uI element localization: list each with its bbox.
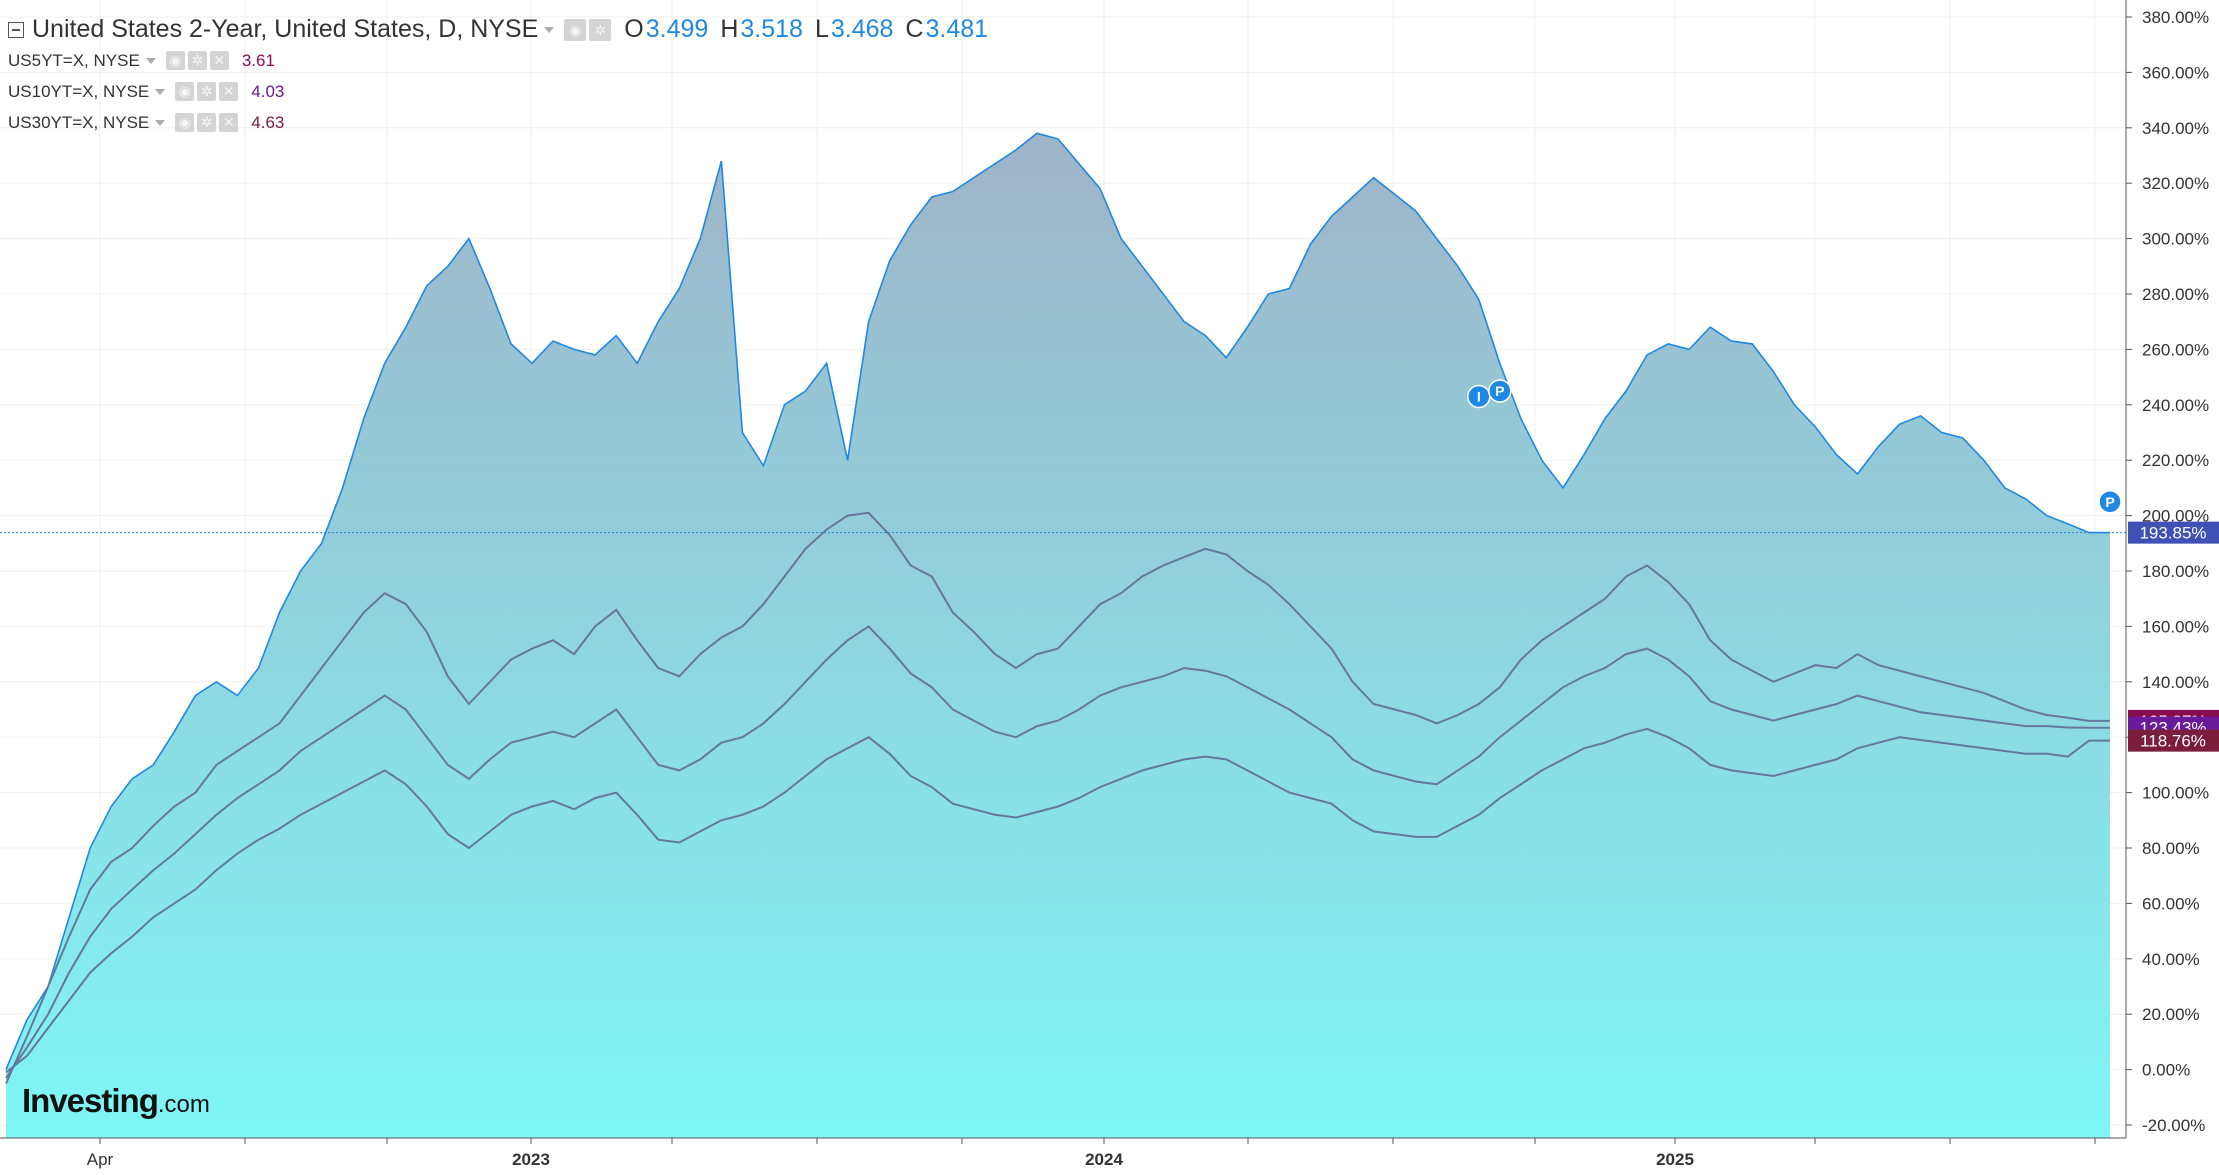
main-series-area [6, 133, 2110, 1139]
x-tick-label: 2025 [1656, 1150, 1694, 1169]
y-tick-label: 240.00% [2142, 396, 2209, 415]
y-tick-label: 320.00% [2142, 174, 2209, 193]
event-marker-label: I [1477, 388, 1481, 404]
main-series-line [5, 132, 2110, 1070]
collapse-legend-icon[interactable] [8, 21, 24, 38]
x-tick-label: 2024 [1085, 1150, 1123, 1169]
low-value: 3.468 [830, 15, 894, 43]
event-marker-label: P [1495, 383, 1504, 399]
y-tick-label: 200.00% [2142, 507, 2209, 526]
open-label: O [624, 15, 644, 43]
y-tick-label: 360.00% [2142, 63, 2209, 82]
last-value-label: 193.85% [2139, 524, 2206, 543]
chart-legend: United States 2-Year, United States, D, … [8, 14, 988, 138]
chevron-down-icon[interactable] [155, 119, 166, 126]
y-tick-label: 40.00% [2142, 950, 2200, 969]
chevron-down-icon[interactable] [544, 26, 555, 33]
y-tick-label: 340.00% [2142, 119, 2209, 138]
close-value: 3.481 [925, 15, 989, 43]
logo-brand: Investing [22, 1082, 159, 1119]
high-label: H [720, 15, 739, 43]
legend-row-us30y[interactable]: US30YT=X, NYSE ◉ ✲ ✕ 4.63 [8, 107, 988, 138]
last-value-badge [2128, 729, 2219, 752]
event-marker [1488, 379, 1512, 403]
y-tick-label: 280.00% [2142, 285, 2209, 304]
y-tick-label: 0.00% [2142, 1061, 2190, 1080]
gear-icon[interactable]: ✲ [197, 113, 217, 132]
gear-icon[interactable]: ✲ [589, 18, 612, 41]
close-icon[interactable]: ✕ [219, 82, 239, 101]
y-tick-label: 100.00% [2142, 784, 2209, 803]
last-value-label: 118.76% [2140, 732, 2206, 751]
high-value: 3.518 [740, 15, 803, 43]
y-tick-label: 20.00% [2142, 1005, 2200, 1024]
gear-icon[interactable]: ✲ [197, 82, 217, 101]
y-tick-label: 160.00% [2142, 617, 2209, 636]
event-marker-label: P [2105, 494, 2114, 510]
visibility-icon[interactable]: ◉ [564, 18, 587, 41]
y-tick-label: 220.00% [2142, 451, 2209, 470]
series-name: US30YT=X, NYSE [8, 112, 150, 132]
low-label: L [814, 15, 829, 43]
y-tick-label: 260.00% [2142, 340, 2209, 359]
series-value: 3.61 [241, 50, 275, 70]
logo-suffix: .com [157, 1091, 210, 1118]
close-icon[interactable]: ✕ [209, 51, 229, 70]
gear-icon[interactable]: ✲ [187, 51, 207, 70]
y-tick-label: 140.00% [2142, 673, 2209, 692]
y-tick-label: 80.00% [2142, 839, 2200, 858]
y-tick-label: 380.00% [2142, 8, 2209, 27]
legend-main-row[interactable]: United States 2-Year, United States, D, … [8, 14, 988, 45]
x-tick-label: Apr [87, 1150, 114, 1169]
legend-row-us5y[interactable]: US5YT=X, NYSE ◉ ✲ ✕ 3.61 [8, 45, 988, 76]
visibility-icon[interactable]: ◉ [175, 82, 195, 101]
compare-series-line [5, 727, 2110, 1074]
series-value: 4.03 [251, 81, 285, 101]
main-series-title: United States 2-Year, United States, D, … [32, 15, 539, 43]
x-tick-label: 2023 [512, 1150, 550, 1169]
last-value-badge [2128, 521, 2219, 544]
y-tick-label: -20.00% [2142, 1116, 2205, 1135]
y-tick-label: 60.00% [2142, 894, 2200, 913]
y-tick-label: 180.00% [2142, 562, 2209, 581]
compare-series-line [5, 511, 2110, 1084]
close-icon[interactable]: ✕ [219, 113, 239, 132]
series-value: 4.63 [251, 112, 285, 132]
price-axis-bg [2126, 0, 2219, 1170]
investing-logo: Investing.com [22, 1082, 210, 1120]
visibility-icon[interactable]: ◉ [175, 113, 195, 132]
open-value: 3.499 [645, 15, 709, 43]
visibility-icon[interactable]: ◉ [165, 51, 185, 70]
y-tick-label: 300.00% [2142, 230, 2209, 249]
legend-row-us10y[interactable]: US10YT=X, NYSE ◉ ✲ ✕ 4.03 [8, 76, 988, 107]
chevron-down-icon[interactable] [155, 88, 166, 95]
event-marker [2098, 490, 2122, 514]
series-name: US5YT=X, NYSE [8, 50, 140, 70]
series-name: US10YT=X, NYSE [8, 81, 150, 101]
compare-series-line [5, 625, 2110, 1079]
chevron-down-icon[interactable] [145, 57, 156, 64]
close-label: C [905, 15, 924, 43]
